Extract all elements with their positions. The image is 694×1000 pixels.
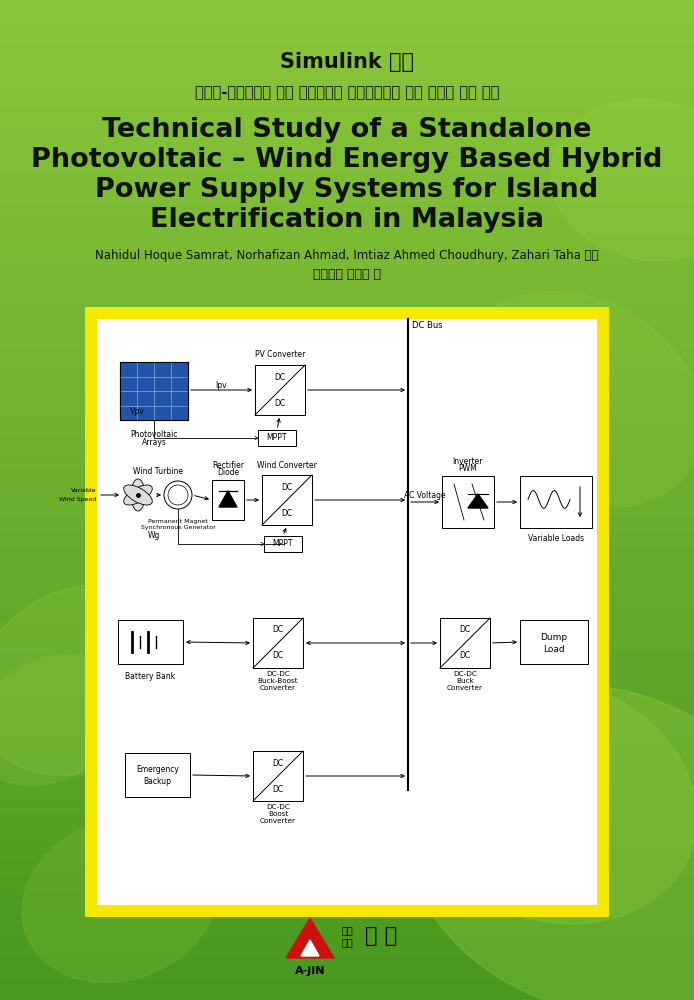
Bar: [253, 751, 303, 801]
Bar: [97, 319, 597, 905]
Ellipse shape: [22, 817, 218, 983]
Bar: [258, 430, 296, 446]
Text: Rectifier: Rectifier: [212, 461, 244, 470]
Text: PWM: PWM: [459, 464, 477, 473]
Text: DC-DC: DC-DC: [266, 804, 290, 810]
Text: Load: Load: [543, 645, 565, 654]
Polygon shape: [219, 491, 237, 507]
Text: Synchronous Generator: Synchronous Generator: [141, 526, 215, 530]
Polygon shape: [286, 918, 334, 958]
Text: 아 진: 아 진: [365, 926, 397, 946]
Text: Converter: Converter: [447, 685, 483, 691]
Ellipse shape: [403, 676, 694, 924]
Bar: [125, 753, 190, 797]
Text: Photovoltaic – Wind Energy Based Hybrid: Photovoltaic – Wind Energy Based Hybrid: [31, 147, 663, 173]
Text: Dump: Dump: [541, 633, 568, 642]
Text: Converter: Converter: [260, 685, 296, 691]
Ellipse shape: [124, 485, 152, 505]
Text: Inverter: Inverter: [452, 457, 483, 466]
Text: Buck-Boost: Buck-Boost: [257, 678, 298, 684]
Text: DC: DC: [274, 398, 285, 408]
Bar: [520, 476, 592, 528]
Text: 광전지-풍력에너지 기반 하이브리드 전원공급장치 독립 실행형 기술 연구: 광전지-풍력에너지 기반 하이브리드 전원공급장치 독립 실행형 기술 연구: [195, 86, 499, 101]
Polygon shape: [301, 940, 319, 956]
Text: Wind Speed: Wind Speed: [58, 496, 96, 502]
Text: Photovoltaic: Photovoltaic: [130, 430, 178, 439]
Text: MPPT: MPPT: [273, 540, 294, 548]
Text: DC-DC: DC-DC: [453, 671, 477, 677]
Text: Battery Bank: Battery Bank: [126, 672, 176, 681]
Text: Boost: Boost: [268, 811, 288, 817]
Text: DC-DC: DC-DC: [266, 671, 290, 677]
Text: Wind Converter: Wind Converter: [257, 461, 317, 470]
Text: MPPT: MPPT: [266, 434, 287, 442]
Text: PV Converter: PV Converter: [255, 350, 305, 359]
Text: 창의과학 연구소 편: 창의과학 연구소 편: [313, 267, 381, 280]
Bar: [85, 307, 609, 917]
Text: Diode: Diode: [217, 468, 239, 477]
Text: DC: DC: [282, 508, 293, 518]
Text: DC: DC: [273, 784, 284, 794]
Text: Electrification in Malaysia: Electrification in Malaysia: [150, 207, 544, 233]
Text: Technical Study of a Standalone: Technical Study of a Standalone: [102, 117, 592, 143]
Text: Emergency: Emergency: [136, 766, 179, 774]
Bar: [255, 365, 305, 415]
Ellipse shape: [550, 99, 694, 261]
Bar: [118, 620, 183, 664]
Text: Variable: Variable: [71, 488, 96, 493]
Bar: [120, 362, 188, 420]
Text: DC: DC: [273, 626, 284, 635]
Ellipse shape: [457, 292, 694, 508]
Bar: [262, 475, 312, 525]
Ellipse shape: [131, 479, 145, 511]
Text: DC: DC: [274, 372, 285, 381]
Ellipse shape: [0, 585, 185, 775]
Ellipse shape: [124, 485, 152, 505]
Text: Simulink 활용: Simulink 활용: [280, 52, 414, 72]
Text: 도서: 도서: [342, 925, 354, 935]
Text: Backup: Backup: [144, 776, 171, 786]
Bar: [120, 362, 188, 420]
Text: Vpv: Vpv: [130, 408, 144, 416]
Text: AC Voltage: AC Voltage: [404, 491, 446, 500]
Circle shape: [168, 485, 188, 505]
Text: DC: DC: [459, 626, 471, 635]
Text: DC Bus: DC Bus: [412, 321, 443, 330]
Bar: [264, 536, 302, 552]
Bar: [440, 618, 490, 668]
Polygon shape: [468, 494, 488, 508]
Text: DC: DC: [459, 652, 471, 660]
Text: Power Supply Systems for Island: Power Supply Systems for Island: [96, 177, 598, 203]
Text: Wind Turbine: Wind Turbine: [133, 468, 183, 477]
Text: DC: DC: [273, 652, 284, 660]
Text: Permanent Magnet: Permanent Magnet: [148, 518, 208, 524]
Text: Variable Loads: Variable Loads: [528, 534, 584, 543]
Text: Wg: Wg: [148, 530, 160, 540]
Text: Converter: Converter: [260, 818, 296, 824]
Text: Buck: Buck: [456, 678, 474, 684]
Text: Ipv: Ipv: [216, 380, 228, 389]
Ellipse shape: [0, 654, 126, 786]
Bar: [520, 620, 588, 664]
Text: DC: DC: [273, 758, 284, 768]
Text: 출판: 출판: [342, 937, 354, 947]
Bar: [212, 480, 244, 520]
Bar: [442, 476, 494, 528]
Ellipse shape: [405, 685, 694, 1000]
Text: Nahidul Hoque Samrat, Norhafizan Ahmad, Imtiaz Ahmed Choudhury, Zahari Taha 공저: Nahidul Hoque Samrat, Norhafizan Ahmad, …: [95, 248, 599, 261]
Circle shape: [164, 481, 192, 509]
Text: A-JIN: A-JIN: [295, 966, 325, 976]
Text: DC: DC: [282, 483, 293, 491]
Bar: [253, 618, 303, 668]
Text: Arrays: Arrays: [142, 438, 167, 447]
